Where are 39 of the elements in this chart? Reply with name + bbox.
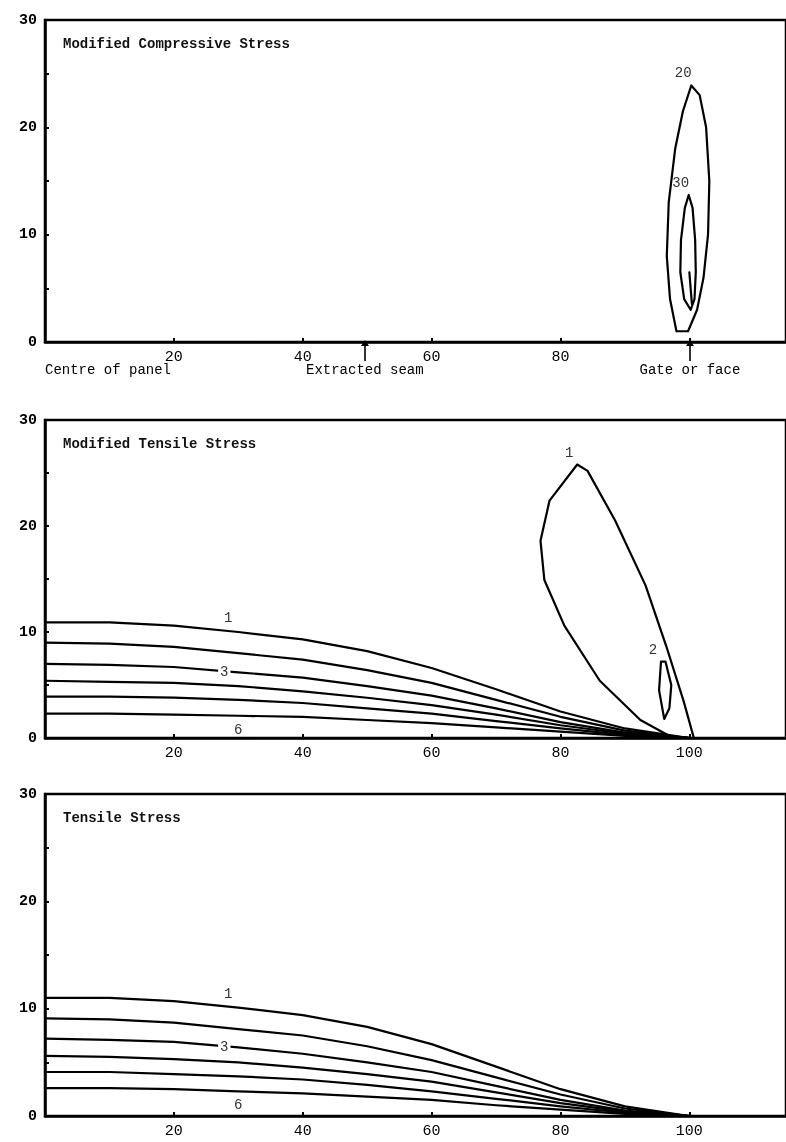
y-tick-label: 30 xyxy=(18,11,37,29)
text: Tensile Stress xyxy=(63,810,181,826)
y-tick-label: 10 xyxy=(18,226,37,244)
x-tick-label: 40 xyxy=(293,1123,312,1140)
y-tick-label: 20 xyxy=(18,517,37,535)
y-tick-label: 20 xyxy=(18,118,37,136)
x-tick-label: 20 xyxy=(164,1123,183,1140)
x-tick-label: 60 xyxy=(422,1123,441,1140)
series-label: 1 xyxy=(224,610,233,626)
series-label: 3 xyxy=(220,1039,229,1056)
text: Extracted seam xyxy=(306,362,424,378)
x-tick-label: 80 xyxy=(551,349,570,366)
series-label: 6 xyxy=(234,721,243,738)
x-tick-label: 60 xyxy=(422,745,441,762)
text: Modified Tensile Stress xyxy=(63,436,257,452)
y-tick-label: 30 xyxy=(18,411,37,429)
x-tick-label: 60 xyxy=(422,349,441,366)
y-tick-label: 20 xyxy=(18,892,37,910)
y-tick-label: 30 xyxy=(18,785,37,803)
series-label: 1 xyxy=(224,985,233,1002)
y-tick-label: 0 xyxy=(27,729,37,747)
series-label: 3 xyxy=(220,664,229,681)
series-label: 2 xyxy=(648,641,658,658)
x-tick-label: 80 xyxy=(551,1123,570,1140)
series-label: 20 xyxy=(674,65,692,82)
text: Modified Compressive Stress xyxy=(63,36,290,52)
y-tick-label: 10 xyxy=(18,1000,37,1018)
y-tick-label: 0 xyxy=(27,333,37,351)
text: Gate or face xyxy=(639,362,741,378)
y-tick-label: 10 xyxy=(18,623,37,641)
x-tick-label: 100 xyxy=(675,745,703,762)
series-label: 6 xyxy=(234,1097,243,1114)
x-tick-label: 20 xyxy=(164,745,183,762)
y-tick-label: 0 xyxy=(27,1107,37,1125)
x-tick-label: 80 xyxy=(551,745,570,762)
series-label: 1 xyxy=(565,444,574,461)
x-tick-label: 100 xyxy=(675,1123,703,1140)
series-label: 30 xyxy=(672,174,690,191)
x-tick-label: 40 xyxy=(293,745,312,762)
